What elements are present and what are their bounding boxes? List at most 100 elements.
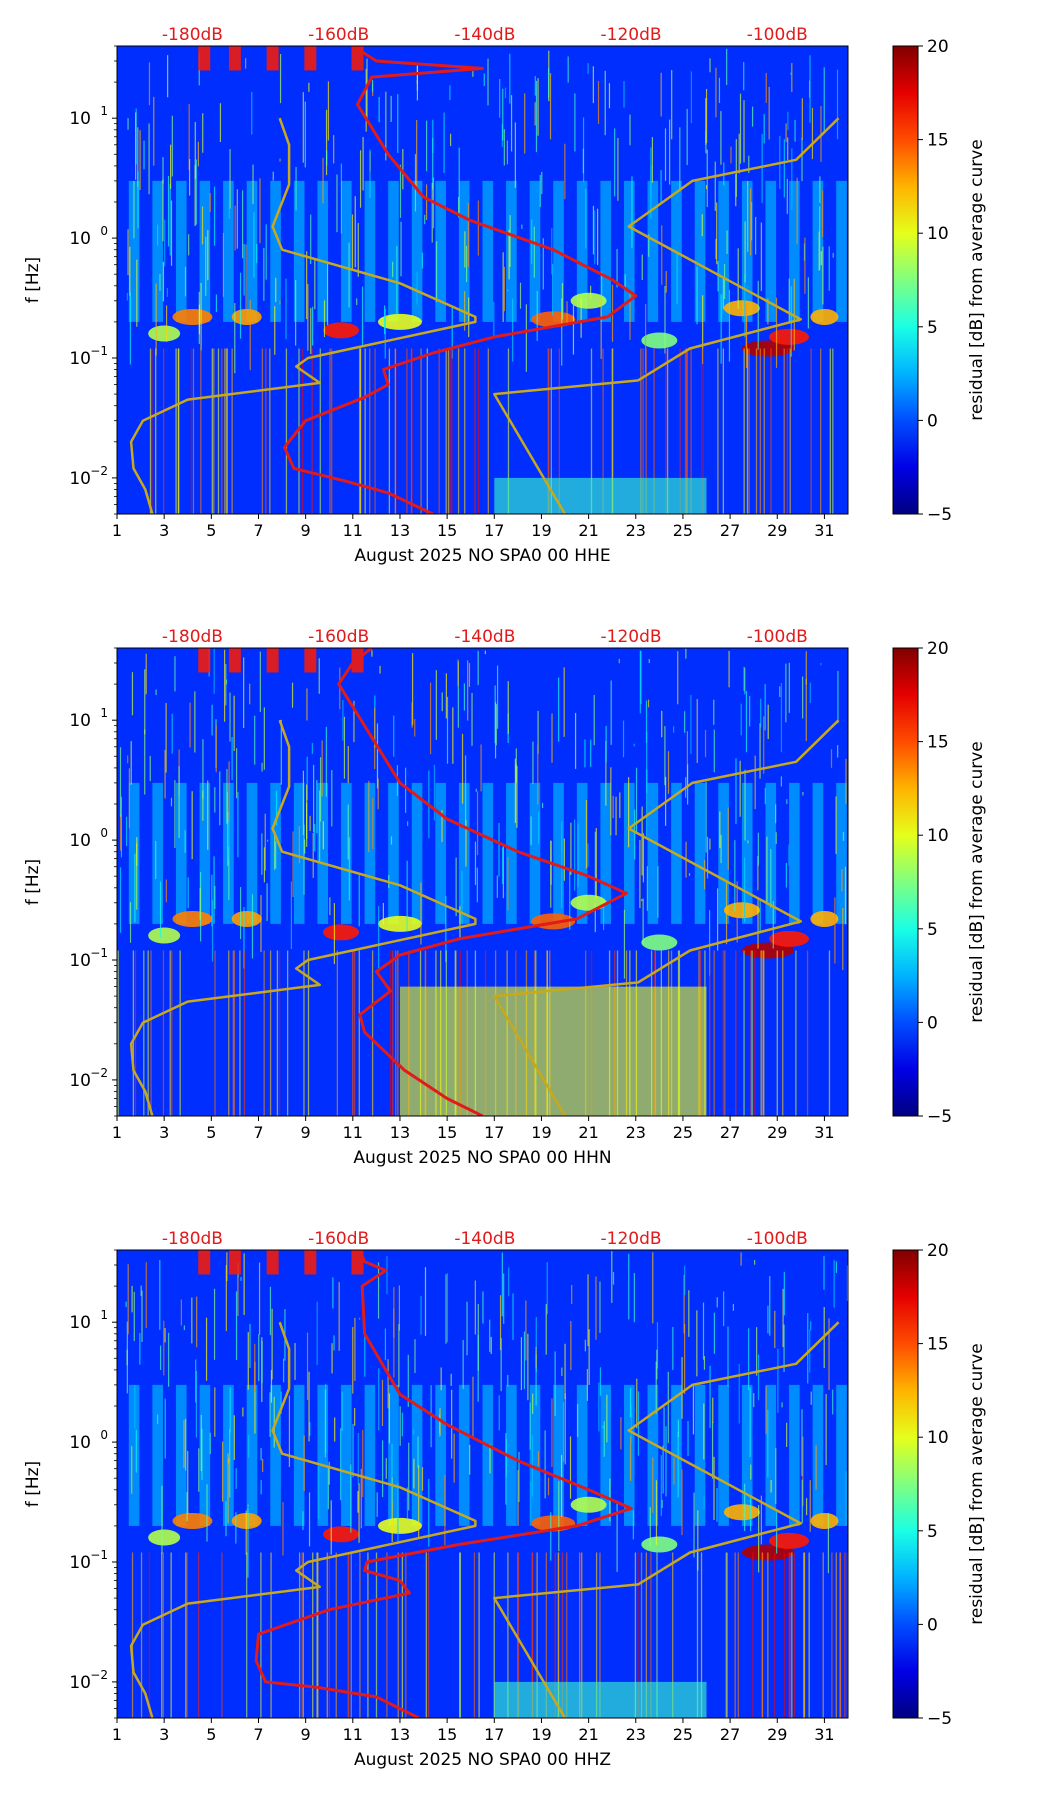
- x-tick-label: 7: [253, 1123, 263, 1142]
- x-tick-label: 3: [159, 521, 169, 540]
- colorbar-tick-label: −5: [927, 1709, 952, 1729]
- x-tick-label: 19: [531, 521, 551, 540]
- y-axis-label: f [Hz]: [23, 257, 43, 303]
- colorbar-tick-label: 20: [927, 37, 949, 57]
- y-tick-label: 10: [69, 109, 91, 129]
- y-tick-label: 10: [69, 1553, 91, 1573]
- colorbar: [892, 45, 919, 515]
- new-high-noise-model-line: [493, 719, 840, 1116]
- db-scale-label: -140dB: [454, 1229, 515, 1249]
- x-tick-label: 27: [720, 1725, 740, 1744]
- y-tick-exponent: −1: [90, 1548, 108, 1562]
- db-scale-label: -180dB: [162, 1229, 223, 1249]
- y-axis-label: f [Hz]: [23, 1461, 43, 1507]
- x-tick-label: 31: [814, 1123, 834, 1142]
- y-tick-exponent: 1: [100, 1308, 108, 1322]
- plot-frame: [116, 45, 849, 515]
- y-tick-label: 10: [69, 1433, 91, 1453]
- colorbar-label: residual [dB] from average curve: [967, 139, 987, 420]
- x-tick-label: 11: [343, 1725, 363, 1744]
- x-tick-label: 9: [301, 521, 311, 540]
- x-axis-label: August 2025 NO SPA0 00 HHE: [354, 546, 610, 566]
- colorbar-tick-label: 10: [927, 1428, 949, 1448]
- x-tick-label: 15: [437, 1123, 457, 1142]
- colorbar-tick-label: 20: [927, 1241, 949, 1261]
- y-tick-exponent: 0: [100, 1428, 108, 1442]
- new-high-noise-model-line: [493, 117, 840, 514]
- x-tick-label: 1: [112, 521, 122, 540]
- x-tick-label: 29: [767, 1725, 787, 1744]
- colorbar-tick-label: 15: [927, 733, 949, 753]
- x-tick-label: 21: [578, 521, 598, 540]
- x-tick-label: 25: [673, 521, 693, 540]
- x-tick-label: 13: [390, 521, 410, 540]
- colorbar: [892, 647, 919, 1117]
- x-tick-label: 27: [720, 1123, 740, 1142]
- y-tick-label: 10: [69, 711, 91, 731]
- median-curve-line: [254, 1250, 633, 1718]
- x-tick-label: 5: [206, 521, 216, 540]
- x-tick-label: 17: [484, 521, 504, 540]
- x-tick-label: 1: [112, 1725, 122, 1744]
- x-axis-label: August 2025 NO SPA0 00 HHZ: [354, 1750, 611, 1770]
- x-tick-label: 11: [343, 1123, 363, 1142]
- x-tick-label: 27: [720, 521, 740, 540]
- x-tick-label: 17: [484, 1123, 504, 1142]
- colorbar-tick-label: −5: [927, 1107, 952, 1127]
- x-tick-label: 7: [253, 521, 263, 540]
- heatmap-field: [117, 1250, 848, 1718]
- y-tick-exponent: 0: [100, 224, 108, 238]
- colorbar-tick-label: 0: [927, 411, 938, 431]
- x-tick-label: 5: [206, 1123, 216, 1142]
- new-high-noise-model-line: [493, 1321, 840, 1718]
- spectrogram-panel-hhz: 1 3 5 7 9 11 13 15 17 19 21 23 25 27 29 31 August 2025 N…: [0, 1204, 1052, 1806]
- x-tick-label: 25: [673, 1123, 693, 1142]
- x-tick-label: 21: [578, 1123, 598, 1142]
- x-tick-label: 3: [159, 1725, 169, 1744]
- x-tick-label: 31: [814, 1725, 834, 1744]
- y-tick-label: 10: [69, 831, 91, 851]
- spectrogram-panel-hhe: 1 3 5 7 9 11 13 15 17 19 21 23 25 27 29 31 August 2025 N…: [0, 0, 1052, 602]
- x-tick-label: 7: [253, 1725, 263, 1744]
- heatmap-field: [117, 46, 848, 514]
- median-curve-line: [337, 648, 628, 1116]
- x-tick-label: 1: [112, 1123, 122, 1142]
- colorbar-tick-label: 5: [927, 920, 938, 940]
- new-low-noise-model-line: [129, 719, 477, 1116]
- colorbar-tick-label: 0: [927, 1615, 938, 1635]
- new-low-noise-model-line: [129, 1321, 477, 1718]
- y-tick-exponent: −2: [90, 1668, 108, 1682]
- y-tick-label: 10: [69, 1071, 91, 1091]
- db-scale-label: -100dB: [747, 25, 808, 45]
- db-scale-label: -160dB: [308, 627, 369, 647]
- heatmap-field: [117, 648, 848, 1116]
- x-tick-label: 3: [159, 1123, 169, 1142]
- x-tick-label: 15: [437, 521, 457, 540]
- db-scale-label: -180dB: [162, 627, 223, 647]
- x-tick-label: 31: [814, 521, 834, 540]
- colorbar-tick-label: 5: [927, 1522, 938, 1542]
- y-tick-exponent: −2: [90, 1066, 108, 1080]
- y-tick-exponent: 1: [100, 706, 108, 720]
- y-tick-label: 10: [69, 469, 91, 489]
- x-tick-label: 13: [390, 1123, 410, 1142]
- x-tick-label: 29: [767, 1123, 787, 1142]
- y-tick-label: 10: [69, 1313, 91, 1333]
- y-tick-exponent: −1: [90, 344, 108, 358]
- db-scale-label: -160dB: [308, 1229, 369, 1249]
- colorbar-label: residual [dB] from average curve: [967, 741, 987, 1022]
- colorbar-tick-label: 5: [927, 318, 938, 338]
- colorbar-tick-label: 15: [927, 1335, 949, 1355]
- x-tick-label: 19: [531, 1123, 551, 1142]
- plot-frame: [116, 647, 849, 1117]
- colorbar-tick-label: 15: [927, 131, 949, 151]
- db-scale-label: -100dB: [747, 627, 808, 647]
- x-tick-label: 15: [437, 1725, 457, 1744]
- x-tick-label: 23: [626, 521, 646, 540]
- y-tick-exponent: −1: [90, 946, 108, 960]
- colorbar-tick-label: 10: [927, 224, 949, 244]
- x-tick-label: 23: [626, 1123, 646, 1142]
- x-tick-label: 11: [343, 521, 363, 540]
